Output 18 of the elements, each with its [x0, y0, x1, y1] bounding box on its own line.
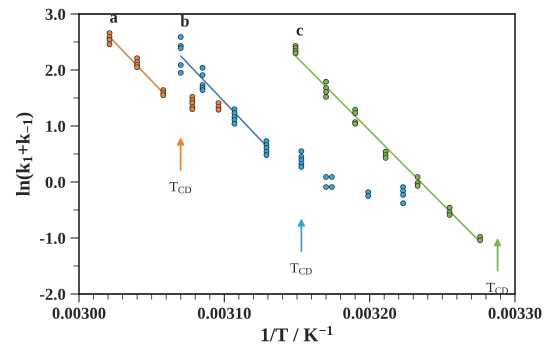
x-axis-title: 1/T / K$^{−1}$: [262, 326, 333, 342]
y-axis-title: ln(k$_{1}$+k$_{−1}$): [16, 112, 34, 196]
x-tick-label: 0.00320: [343, 308, 396, 319]
y-tick-label: 0.0: [46, 176, 66, 188]
y-tick-label: -1.0: [40, 232, 66, 244]
x-tick-label: 0.00330: [488, 308, 542, 319]
series-label: b: [180, 14, 189, 27]
x-tick-label: 0.00300: [52, 308, 106, 319]
series-label: a: [110, 14, 118, 23]
y-tick-label: 2.0: [46, 64, 66, 76]
x-tick-label: 0.00310: [198, 308, 251, 319]
y-tick-label: -2.0: [40, 288, 66, 300]
annotation: T$_{CD}$: [486, 282, 508, 294]
y-tick-label: 1.0: [46, 120, 66, 132]
series-label: c: [296, 28, 303, 36]
annotation: T$_{CD}$: [290, 263, 312, 274]
y-tick-label: 3.0: [46, 8, 66, 20]
annotation: T$_{CD}$: [170, 182, 192, 194]
